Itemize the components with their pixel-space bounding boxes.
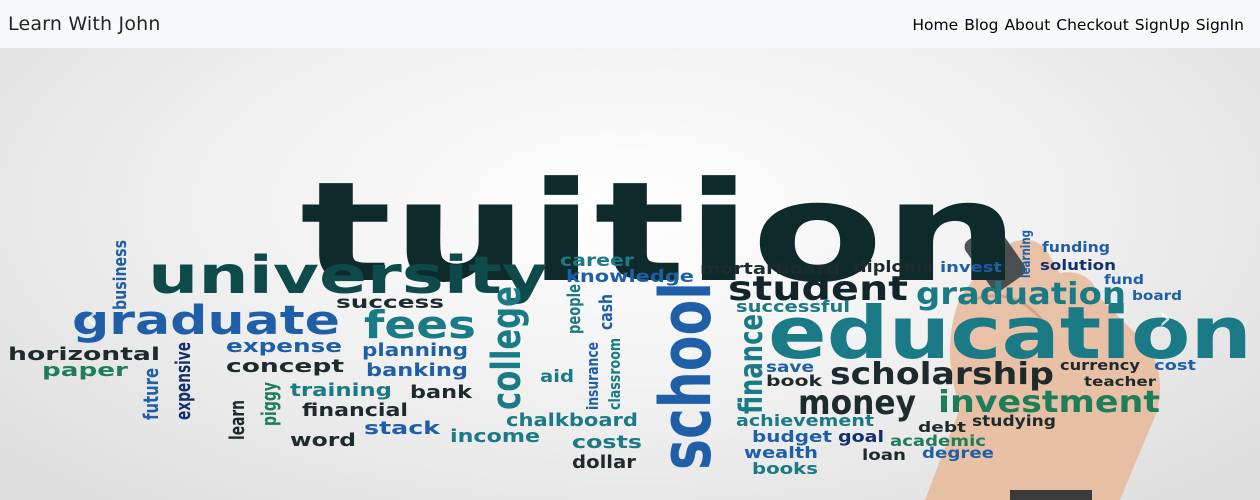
word-finance: finance — [732, 314, 770, 414]
word-people: people — [564, 284, 585, 334]
brand-link[interactable]: Learn With John — [8, 13, 161, 35]
nav-link-signup[interactable]: SignUp — [1134, 15, 1190, 34]
word-studying: studying — [972, 412, 1056, 430]
carousel-indicator[interactable] — [1010, 490, 1092, 500]
word-successful: successful — [736, 297, 850, 316]
word-debt: debt — [918, 420, 966, 436]
word-bank: bank — [410, 382, 473, 403]
word-word: word — [290, 430, 356, 451]
word-horizontal: horizontal — [8, 344, 160, 365]
nav-link-checkout[interactable]: Checkout — [1056, 15, 1129, 34]
word-classroom: classroom — [605, 338, 624, 410]
carousel-prev-button[interactable]: ‹ — [76, 298, 106, 338]
word-financial: financial — [302, 400, 408, 421]
word-book: book — [766, 372, 823, 390]
nav-link-home[interactable]: Home — [912, 15, 959, 34]
word-expense: expense — [226, 336, 342, 357]
word-knowledge: knowledge — [566, 267, 694, 287]
word-currency: currency — [1060, 358, 1140, 374]
word-wealth: wealth — [744, 443, 818, 462]
word-expensive: expensive — [171, 342, 195, 420]
word-diploma: diploma — [854, 257, 934, 276]
word-money: money — [798, 383, 916, 423]
word-graduate: graduate — [72, 298, 340, 344]
nav-item-about: About — [1004, 15, 1050, 34]
nav-item-home: Home — [912, 15, 958, 34]
word-fees: fees — [364, 303, 476, 347]
word-learn: learn — [225, 400, 249, 440]
word-mortarboard: mortarboard — [700, 259, 840, 278]
word-paper: paper — [42, 360, 128, 381]
word-budget: budget — [752, 427, 832, 446]
word-future: future — [139, 368, 163, 420]
word-school: school — [645, 282, 727, 470]
word-piggy: piggy — [257, 382, 281, 426]
word-business: business — [110, 240, 131, 310]
word-education: education — [768, 291, 1252, 375]
word-solution: solution — [1040, 258, 1116, 274]
word-income: income — [450, 426, 540, 447]
word-tuition: tuition — [300, 152, 1020, 313]
word-scholarship: scholarship — [830, 357, 1054, 392]
word-board: board — [1132, 289, 1182, 304]
word-chalkboard: chalkboard — [506, 410, 638, 431]
chevron-right-icon: › — [1158, 298, 1172, 338]
word-learning: learning — [1019, 230, 1034, 278]
word-career: career — [560, 251, 635, 271]
word-goal: goal — [838, 427, 884, 446]
nav-link-signin[interactable]: SignIn — [1195, 15, 1244, 34]
word-costs: costs — [572, 432, 642, 453]
nav-menu: Home Blog About Checkout SignUp SignIn — [912, 15, 1244, 34]
word-student: student — [728, 269, 908, 309]
word-success: success — [336, 293, 444, 313]
word-dollar: dollar — [572, 452, 636, 473]
word-cloud-image: tuition university graduate fees educati… — [8, 152, 1252, 500]
word-loan: loan — [862, 446, 906, 464]
word-college: college — [484, 286, 530, 410]
word-cost: cost — [1154, 358, 1196, 374]
word-fund: fund — [1104, 273, 1144, 288]
hand-illustration — [925, 225, 1160, 500]
word-academic: academic — [890, 432, 986, 450]
nav-item-checkout: Checkout — [1056, 15, 1129, 34]
word-save: save — [766, 358, 814, 376]
word-degree: degree — [922, 444, 994, 462]
word-books: books — [752, 459, 818, 478]
word-achievement: achievement — [736, 411, 874, 430]
word-invest: invest — [940, 260, 1002, 276]
hero-carousel: tuition university graduate fees educati… — [0, 48, 1260, 500]
navbar: Learn With John Home Blog About Checkout… — [0, 0, 1260, 48]
word-teacher: teacher — [1084, 375, 1157, 390]
word-cash: cash — [596, 294, 617, 330]
word-aid: aid — [540, 367, 574, 387]
word-stack: stack — [364, 418, 441, 439]
word-university: university — [148, 246, 548, 306]
word-funding: funding — [1042, 240, 1110, 256]
word-investment: investment — [938, 385, 1160, 420]
nav-link-blog[interactable]: Blog — [964, 15, 999, 34]
nav-item-signin: SignIn — [1196, 15, 1244, 34]
nav-item-blog: Blog — [964, 15, 998, 34]
word-training: training — [290, 380, 392, 401]
word-concept: concept — [226, 356, 345, 377]
chevron-left-icon: ‹ — [84, 298, 98, 338]
carousel-next-button[interactable]: › — [1150, 298, 1180, 338]
word-banking: banking — [366, 360, 468, 381]
word-planning: planning — [362, 340, 468, 361]
nav-link-about[interactable]: About — [1004, 15, 1051, 34]
nav-item-signup: SignUp — [1135, 15, 1190, 34]
word-insurance: insurance — [583, 342, 602, 410]
word-graduation: graduation — [916, 277, 1126, 312]
